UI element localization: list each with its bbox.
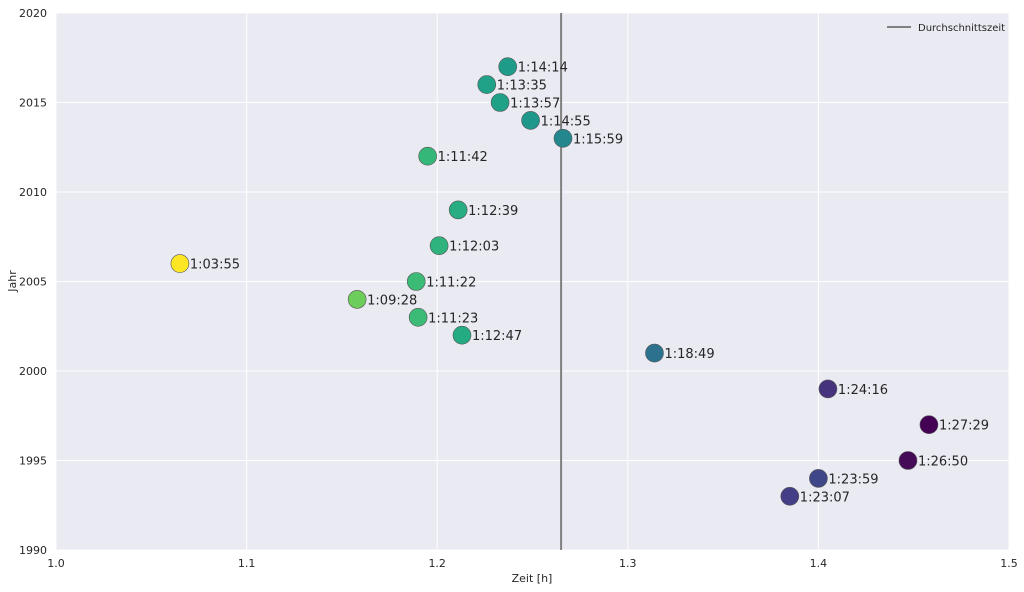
data-point (429, 236, 449, 255)
x-tick-label: 1.5 (1000, 557, 1018, 570)
data-point (553, 129, 573, 148)
x-tick-label: 1.1 (238, 557, 256, 570)
data-point (919, 415, 939, 435)
y-tick-label: 1990 (19, 544, 47, 557)
point-label: 1:23:07 (800, 490, 850, 505)
grid (55, 12, 1010, 551)
point-label: 1:11:23 (428, 311, 478, 326)
point-label: 1:14:14 (518, 61, 568, 76)
data-point (809, 469, 828, 488)
data-point (521, 111, 540, 130)
data-points: 1:23:07 1:23:59 1:26:50 1:27:29 1:24:16 1:18:… (170, 57, 989, 506)
point-label: 1:27:29 (939, 419, 989, 434)
legend-label: Durchschnittszeit (918, 23, 1005, 34)
y-tick-label: 2020 (19, 7, 47, 20)
point-label: 1:14:55 (541, 114, 591, 129)
legend: Durchschnittszeit (887, 23, 1005, 34)
data-point (490, 93, 510, 112)
data-point (452, 325, 472, 345)
point-label: 1:11:22 (426, 276, 476, 291)
point-label: 1:15:59 (573, 132, 623, 147)
x-tick-label: 1.2 (428, 557, 446, 570)
data-point (408, 307, 428, 327)
data-point (645, 343, 664, 363)
point-label: 1:12:03 (449, 240, 499, 255)
x-tick-label: 1.4 (810, 557, 828, 570)
y-tick-label: 1995 (19, 455, 47, 468)
x-tick-label: 1.3 (619, 557, 637, 570)
y-tick-label: 2010 (19, 186, 47, 199)
y-tick-label: 2000 (19, 365, 47, 378)
point-label: 1:13:57 (510, 97, 560, 112)
data-point (170, 254, 190, 273)
x-axis-ticks: 1.0 1.1 1.2 1.3 1.4 1.5 (47, 557, 1018, 570)
data-point (498, 57, 518, 76)
y-axis-title: Jahr (6, 270, 19, 293)
point-label: 1:09:28 (367, 293, 417, 308)
data-point (818, 379, 838, 399)
point-label: 1:26:50 (918, 455, 968, 470)
point-label: 1:12:47 (472, 329, 522, 344)
point-label: 1:18:49 (664, 347, 714, 362)
x-tick-label: 1.0 (47, 557, 65, 570)
point-label: 1:03:55 (190, 258, 240, 273)
data-point (418, 146, 437, 166)
point-label: 1:11:42 (438, 150, 488, 165)
y-tick-label: 2005 (19, 276, 47, 289)
data-point (406, 272, 426, 291)
data-point (477, 75, 497, 94)
point-label: 1:12:39 (468, 204, 518, 219)
data-point (780, 486, 800, 506)
y-tick-label: 2015 (19, 97, 47, 110)
point-label: 1:23:59 (828, 472, 878, 487)
point-label: 1:24:16 (838, 383, 888, 398)
data-point (898, 451, 918, 470)
data-point (347, 290, 367, 309)
y-axis-ticks: 1990 1995 2000 2005 2010 2015 2020 (19, 7, 47, 557)
point-label: 1:13:35 (497, 79, 547, 94)
data-point (448, 200, 468, 220)
x-axis-title: Zeit [h] (512, 572, 553, 585)
